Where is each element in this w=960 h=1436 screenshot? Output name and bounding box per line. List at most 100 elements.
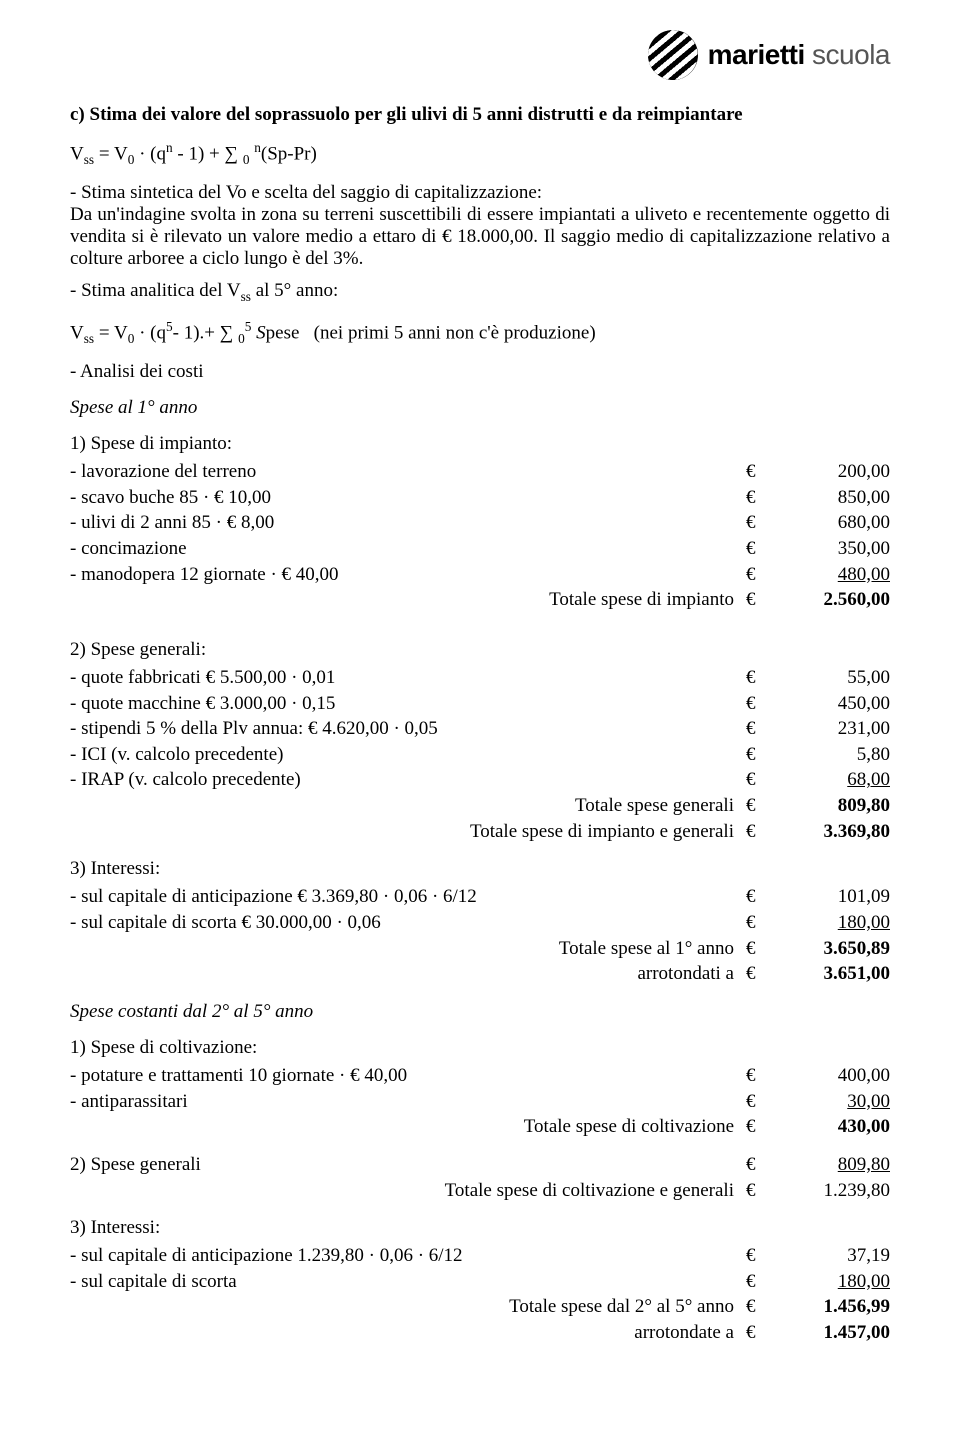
total-label: Totale spese generali [70,793,746,819]
total-value: 3.369,80 [770,819,890,845]
total-row: Totale spese al 1° anno€3.650,89 [70,936,890,962]
line-label: - stipendi 5 % della Plv annua: € 4.620,… [70,716,746,742]
total-row: Totale spese generali€809,80 [70,793,890,819]
currency-symbol: € [746,562,770,588]
line-item: - stipendi 5 % della Plv annua: € 4.620,… [70,716,890,742]
total-value: 3.650,89 [770,936,890,962]
total-label: Totale spese di impianto e generali [70,819,746,845]
total-value: 1.456,99 [770,1294,890,1320]
section-c-title: c) Stima dei valore del soprassuolo per … [70,104,890,126]
totale-spese-coltivazione: Totale spese di coltivazione € 430,00 [70,1114,890,1140]
line-label: - scavo buche 85 · € 10,00 [70,485,746,511]
line-value: 400,00 [770,1063,890,1089]
line-item: - sul capitale di scorta€180,00 [70,1269,890,1295]
total-value: 430,00 [770,1114,890,1140]
interessi-title: 3) Interessi: [70,858,890,880]
total-row: Totale spese di impianto e generali€3.36… [70,819,890,845]
currency-symbol: € [746,691,770,717]
currency-symbol: € [746,587,770,613]
currency-symbol: € [746,510,770,536]
totale-spese-impianto: Totale spese di impianto € 2.560,00 [70,587,890,613]
spese-coltivazione-title: 1) Spese di coltivazione: [70,1037,890,1059]
line-value: 55,00 [770,665,890,691]
total-row: arrotondati a€3.651,00 [70,961,890,987]
total-label: Totale spese di impianto [70,587,746,613]
line-value: 200,00 [770,459,890,485]
currency-symbol: € [746,1243,770,1269]
spese-impianto-title: 1) Spese di impianto: [70,433,890,455]
total-value: 3.651,00 [770,961,890,987]
currency-symbol: € [746,1320,770,1346]
spese-generali-title: 2) Spese generali: [70,639,890,661]
formula-vss-general: Vss = V0 · (qn - 1) + ∑ 0 n(Sp-Pr) [70,140,890,168]
currency-symbol: € [746,1114,770,1140]
total-row: Totale spese dal 2° al 5° anno€1.456,99 [70,1294,890,1320]
line-label: - ICI (v. calcolo precedente) [70,742,746,768]
line-label: - quote fabbricati € 5.500,00 · 0,01 [70,665,746,691]
currency-symbol: € [746,1269,770,1295]
interessi-2-title: 3) Interessi: [70,1217,890,1239]
line-label: - concimazione [70,536,746,562]
line-label: - quote macchine € 3.000,00 · 0,15 [70,691,746,717]
line-label: - potature e trattamenti 10 giornate · €… [70,1063,746,1089]
line-item: - ulivi di 2 anni 85 · € 8,00€680,00 [70,510,890,536]
intro-paragraph: - Stima sintetica del Vo e scelta del sa… [70,182,890,270]
currency-symbol: € [746,536,770,562]
line-value: 809,80 [770,1152,890,1178]
logo-brand-light: scuola [805,39,890,70]
line-label: - antiparassitari [70,1089,746,1115]
document-page: marietti scuola c) Stima dei valore del … [0,0,960,1386]
line-label: - IRAP (v. calcolo precedente) [70,767,746,793]
line-value: 68,00 [770,767,890,793]
line-value: 850,00 [770,485,890,511]
currency-symbol: € [746,1294,770,1320]
currency-symbol: € [746,459,770,485]
line-label: - ulivi di 2 anni 85 · € 8,00 [70,510,746,536]
logo-brand-bold: marietti [708,39,805,70]
line-item: - potature e trattamenti 10 giornate · €… [70,1063,890,1089]
total-label: arrotondati a [70,961,746,987]
analisi-costi-label: - Analisi dei costi [70,361,890,383]
spese-generali-2-line: 2) Spese generali € 809,80 [70,1152,890,1178]
total-value: 1.457,00 [770,1320,890,1346]
line-value: 101,09 [770,884,890,910]
total-label: Totale spese di coltivazione e generali [70,1178,746,1204]
total-label: arrotondate a [70,1320,746,1346]
logo-text: marietti scuola [708,39,890,71]
logo-mark-icon [648,30,698,80]
currency-symbol: € [746,936,770,962]
line-item: - manodopera 12 giornate · € 40,00€480,0… [70,562,890,588]
line-label: - lavorazione del terreno [70,459,746,485]
line-item: - IRAP (v. calcolo precedente)€68,00 [70,767,890,793]
line-value: 350,00 [770,536,890,562]
line-value: 450,00 [770,691,890,717]
total-value: 809,80 [770,793,890,819]
total-value: 1.239,80 [770,1178,890,1204]
line-label: - sul capitale di scorta € 30.000,00 · 0… [70,910,746,936]
publisher-logo: marietti scuola [70,30,890,80]
line-label: - sul capitale di scorta [70,1269,746,1295]
currency-symbol: € [746,1152,770,1178]
line-item: - quote macchine € 3.000,00 · 0,15€450,0… [70,691,890,717]
line-value: 480,00 [770,562,890,588]
line-label: - sul capitale di anticipazione 1.239,80… [70,1243,746,1269]
line-item: - scavo buche 85 · € 10,00€850,00 [70,485,890,511]
line-item: - ICI (v. calcolo precedente)€5,80 [70,742,890,768]
currency-symbol: € [746,1089,770,1115]
currency-symbol: € [746,1178,770,1204]
currency-symbol: € [746,884,770,910]
total-label: Totale spese dal 2° al 5° anno [70,1294,746,1320]
currency-symbol: € [746,793,770,819]
line-item: - sul capitale di scorta € 30.000,00 · 0… [70,910,890,936]
line-item: - quote fabbricati € 5.500,00 · 0,01€55,… [70,665,890,691]
line-value: 231,00 [770,716,890,742]
currency-symbol: € [746,665,770,691]
line-item: - sul capitale di anticipazione € 3.369,… [70,884,890,910]
line-item: - concimazione€350,00 [70,536,890,562]
line-value: 180,00 [770,910,890,936]
line-value: 37,19 [770,1243,890,1269]
line-label: - manodopera 12 giornate · € 40,00 [70,562,746,588]
currency-symbol: € [746,742,770,768]
spese-costanti-label: Spese costanti dal 2° al 5° anno [70,1001,890,1023]
total-row: arrotondate a€1.457,00 [70,1320,890,1346]
